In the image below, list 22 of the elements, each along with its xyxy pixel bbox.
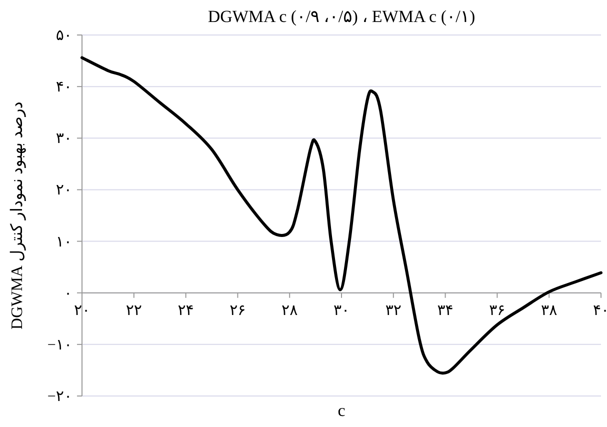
y-tick-label: ۳۰ [56, 131, 72, 148]
x-tick-label: ۳۰ [333, 302, 350, 319]
y-tick-label: ۵۰ [56, 28, 72, 44]
x-tick-label: ۳۲ [385, 302, 402, 319]
y-tick-label: −۱۰ [47, 337, 72, 354]
x-tick-label: ۲۶ [230, 302, 246, 319]
y-tick-label: ۱۰ [56, 234, 72, 250]
y-tick-label: −۲۰ [47, 389, 72, 405]
x-tick-label: ۳۴ [437, 302, 454, 319]
x-tick-label: ۳۸ [541, 302, 558, 319]
y-axis-title: درصد بهبود نمودار کنترل DGWMA [9, 102, 26, 330]
x-tick-label: ۳۶ [489, 302, 506, 319]
y-tick-label: ۰ [64, 286, 72, 302]
x-tick-label: ۲۰ [74, 302, 90, 319]
x-axis-title: c [338, 401, 346, 420]
x-tick-label: ۲۲ [126, 302, 142, 319]
chart-title: DGWMA c (۰/۹ ،۰/۵) ، EWMA c (۰/۱) [208, 7, 476, 26]
x-tick-label: ۲۴ [178, 302, 194, 319]
y-tick-label: ۲۰ [56, 182, 72, 199]
x-tick-label: ۴۰ [592, 302, 607, 319]
y-tick-label: ۴۰ [56, 80, 72, 96]
x-tick-label: ۲۸ [282, 302, 298, 319]
